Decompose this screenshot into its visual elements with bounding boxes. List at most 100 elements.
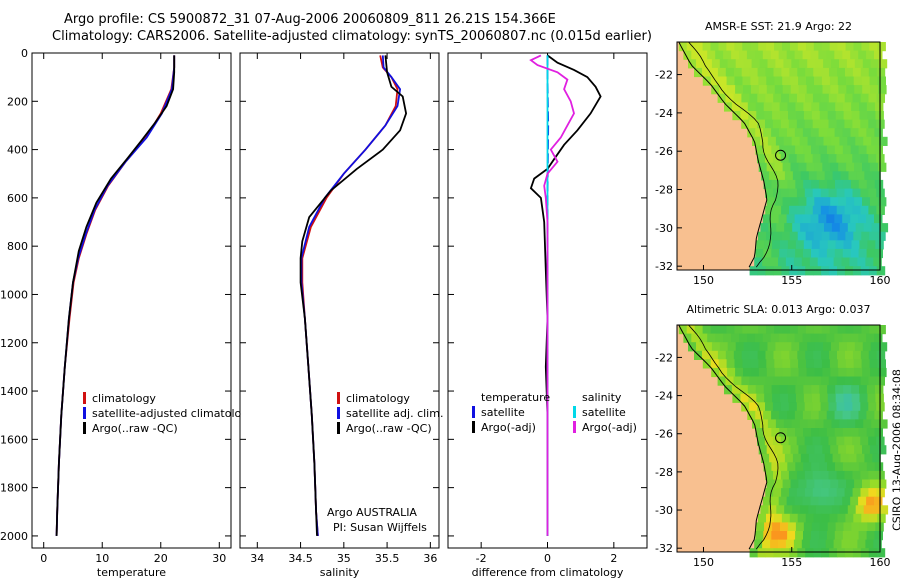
map-cell xyxy=(735,342,745,352)
map-cell xyxy=(779,248,788,259)
map-cell xyxy=(830,367,839,378)
x-axis-label: temperature xyxy=(97,566,166,579)
map-cell xyxy=(846,162,855,172)
map-cell xyxy=(747,128,756,138)
map-cell xyxy=(779,128,788,138)
map-cell xyxy=(748,393,757,403)
map-cell xyxy=(769,453,778,463)
map-cell xyxy=(822,479,831,489)
map-cell xyxy=(845,231,854,241)
map-cell xyxy=(781,205,790,215)
map-cell xyxy=(874,496,883,506)
map-cell xyxy=(755,145,764,155)
map-cell xyxy=(796,488,806,498)
map-cell xyxy=(774,162,784,172)
map-cell xyxy=(836,188,846,198)
map-cell xyxy=(860,488,869,498)
map-cell xyxy=(789,67,798,78)
map-x-tick-label: 150 xyxy=(693,274,714,287)
map-cell xyxy=(828,470,838,481)
map-y-tick-label: -28 xyxy=(655,466,673,479)
map-cell xyxy=(838,445,847,455)
map-frame xyxy=(676,41,881,271)
map-cell xyxy=(849,257,858,267)
map-cell xyxy=(751,342,761,352)
map-cell xyxy=(743,342,753,352)
map-cell xyxy=(790,445,799,455)
map-cell xyxy=(868,436,877,446)
map-cell xyxy=(870,342,880,352)
map-cell xyxy=(852,548,862,558)
map-cell xyxy=(811,522,821,532)
map-cell xyxy=(860,436,869,446)
map-cell xyxy=(855,223,865,233)
map-cell xyxy=(812,402,822,412)
map-cell xyxy=(780,436,790,446)
map-cell xyxy=(847,505,857,515)
map-cell xyxy=(791,59,800,69)
map-cell xyxy=(766,42,775,52)
map-cell xyxy=(868,93,877,103)
map-cell xyxy=(797,266,806,276)
map-cell xyxy=(727,59,737,69)
map-cell xyxy=(874,128,883,138)
map-cell xyxy=(812,376,822,386)
map-cell xyxy=(818,128,828,138)
map-cell xyxy=(806,359,815,369)
map-cell xyxy=(776,505,785,515)
map-cell xyxy=(816,171,826,181)
map-cell xyxy=(834,496,843,506)
map-cell xyxy=(746,50,756,60)
map-cell xyxy=(754,539,763,549)
map-cell xyxy=(821,325,831,335)
map-frame xyxy=(676,324,881,553)
map-cell xyxy=(868,548,878,558)
y-tick-label: 1400 xyxy=(0,385,28,398)
map-cell xyxy=(869,325,878,335)
map-cell xyxy=(866,214,875,224)
map-cell xyxy=(817,539,827,549)
map-cell xyxy=(761,453,770,463)
map-cell xyxy=(710,42,719,52)
map-cell xyxy=(812,93,822,103)
map-cell xyxy=(821,231,831,241)
map-cell xyxy=(797,67,806,78)
map-cell xyxy=(756,522,765,532)
map-cell xyxy=(877,359,886,369)
map-cell xyxy=(812,188,822,198)
map-cell xyxy=(866,428,876,438)
map-cell xyxy=(827,385,836,395)
annotation-line: PI: Susan Wijffels xyxy=(333,521,427,534)
map-cell xyxy=(860,470,869,481)
map-cell xyxy=(750,325,759,335)
map-cell xyxy=(760,223,769,233)
map-cell xyxy=(718,42,727,52)
map-cell xyxy=(825,539,835,549)
y-tick-label: 800 xyxy=(7,240,28,253)
map-cell xyxy=(850,496,859,506)
map-cell xyxy=(877,76,886,86)
map-cell xyxy=(806,445,815,455)
y-tick-label: 0 xyxy=(21,47,28,60)
map-cell xyxy=(867,240,876,250)
map-cell xyxy=(725,350,735,360)
map-cell xyxy=(785,539,795,549)
map-cell xyxy=(775,342,784,352)
map-cell xyxy=(796,111,805,121)
y-tick-label: 400 xyxy=(7,144,28,157)
map-cell xyxy=(858,145,868,155)
map-cell xyxy=(805,67,814,78)
map-cell xyxy=(758,42,767,52)
map-cell xyxy=(802,50,812,60)
map-cell xyxy=(818,531,828,541)
map-cell xyxy=(762,333,772,343)
map-cell xyxy=(763,428,772,438)
map-cell xyxy=(797,325,807,335)
map-cell xyxy=(836,402,845,412)
map-cell xyxy=(741,350,751,360)
map-cell xyxy=(854,85,863,95)
map-cell xyxy=(818,248,828,259)
map-cell xyxy=(859,102,868,112)
series-line-argo-raw-qc- xyxy=(299,55,408,536)
